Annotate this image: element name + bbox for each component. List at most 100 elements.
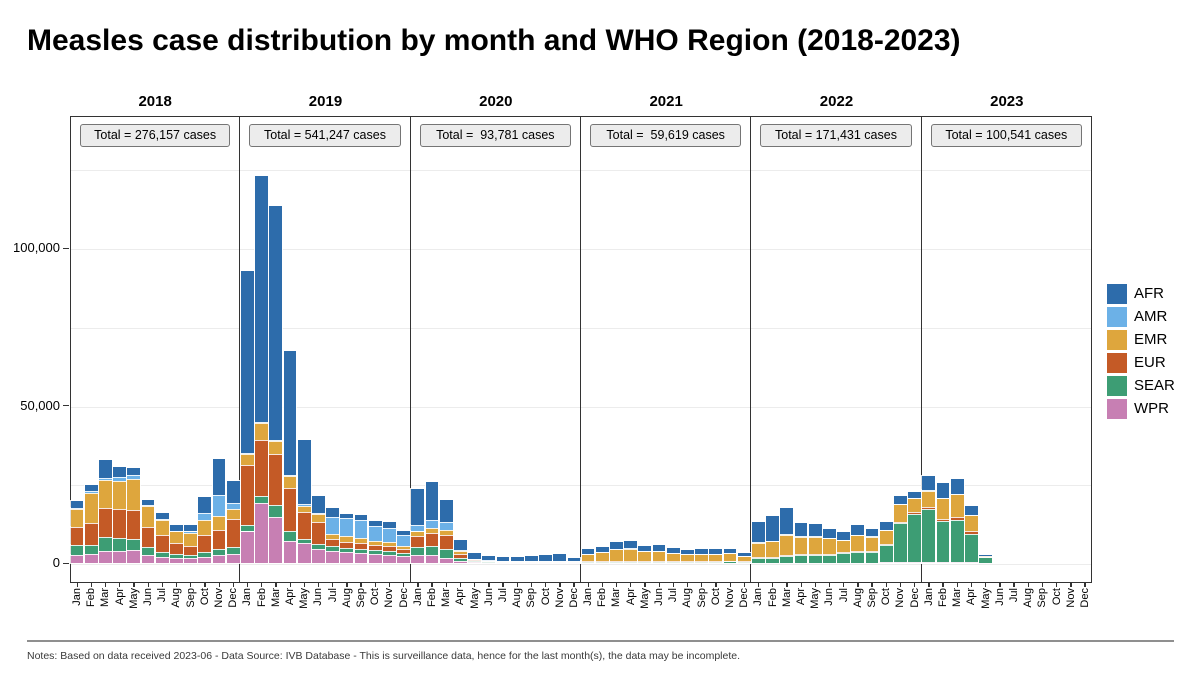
- bar-segment-2018-Jan-EUR: [69, 526, 85, 547]
- month-tick: [403, 583, 405, 587]
- month-label: Sep: [865, 588, 878, 608]
- bar-segment-2019-Jun-AFR: [311, 495, 326, 515]
- bar-segment-2018-May-EMR: [126, 477, 142, 511]
- bar-segment-2023-Apr-EUR: [963, 530, 979, 536]
- bar-segment-2022-May-EMR: [807, 535, 823, 555]
- bar-segment-2023-Apr-SEAR: [963, 533, 979, 564]
- bar-segment-2022-Jul-AFR: [836, 531, 851, 541]
- bar-segment-2020-Oct-EMR: [538, 560, 553, 563]
- bar-segment-2022-May-AFR: [807, 522, 823, 538]
- bar-segment-2019-Jan-SEAR: [240, 523, 255, 533]
- bar-segment-2021-Aug-SEAR: [680, 560, 695, 564]
- month-label: Jul: [326, 588, 339, 603]
- month-tick: [914, 583, 916, 587]
- bar-segment-2018-Jan-WPR: [69, 554, 85, 564]
- bar-segment-2018-Apr-EUR: [112, 508, 128, 540]
- bar-segment-2019-Nov-WPR: [381, 554, 397, 564]
- bar-segment-2021-Feb-EMR: [594, 551, 610, 563]
- bar-segment-2019-Sep-EMR: [353, 537, 369, 545]
- bar-segment-2022-Mar-SEAR: [779, 555, 795, 564]
- bar-segment-2018-Mar-AMR: [98, 476, 113, 481]
- bar-segment-2020-Feb-WPR: [424, 554, 440, 564]
- chart-title: Measles case distribution by month and W…: [27, 24, 961, 57]
- month-tick: [857, 583, 859, 587]
- month-label: Jan: [71, 588, 84, 606]
- bar-segment-2022-Aug-SEAR: [850, 550, 866, 564]
- bar-segment-2018-Feb-AFR: [83, 484, 99, 493]
- bar-segment-2021-Jan-AFR: [580, 548, 596, 555]
- month-tick: [899, 583, 902, 587]
- bar-segment-2022-Jul-EUR: [836, 551, 851, 555]
- bar-segment-2018-Dec-AFR: [225, 480, 241, 505]
- bar-segment-2020-Feb-EUR: [424, 532, 440, 547]
- month-label: Mar: [951, 588, 964, 607]
- bar-segment-2021-Mar-EUR: [609, 560, 624, 563]
- month-label: Dec: [227, 588, 240, 608]
- y-axis-tick-label: 0: [52, 555, 60, 570]
- month-label: Jun: [823, 588, 836, 606]
- bar-segment-2020-Aug-EMR: [509, 560, 525, 563]
- bar-segment-2021-Jun-AFR: [651, 544, 667, 553]
- gridline: [921, 485, 1091, 487]
- month-label: Sep: [525, 588, 538, 608]
- gridline: [240, 170, 410, 172]
- bar-segment-2023-Mar-SEAR: [949, 519, 965, 564]
- bar-segment-2019-Nov-SEAR: [381, 549, 397, 557]
- bar-segment-2019-Oct-SEAR: [367, 548, 383, 556]
- bar-segment-2018-Jan-SEAR: [69, 544, 85, 557]
- bar-segment-2023-Apr-WPR: [963, 561, 979, 564]
- bar-segment-2018-May-SEAR: [126, 537, 142, 551]
- bar-segment-2023-Feb-EMR: [935, 497, 951, 520]
- bar-segment-2020-Jun-EUR: [481, 560, 497, 563]
- month-tick: [672, 583, 675, 587]
- bar-segment-2018-Oct-EUR: [197, 533, 213, 553]
- bar-segment-2018-Jul-EUR: [154, 533, 170, 553]
- bar-segment-2018-Nov-EUR: [211, 528, 227, 550]
- bar-segment-2022-Jun-SEAR: [822, 553, 837, 564]
- month-label: Dec: [567, 588, 580, 608]
- bar-segment-2022-Nov-AFR: [892, 494, 908, 506]
- month-tick: [757, 583, 760, 587]
- bar-segment-2019-Apr-AMR: [282, 473, 298, 478]
- month-tick: [999, 583, 1001, 587]
- month-tick: [814, 583, 816, 587]
- bar-segment-2019-Nov-EUR: [381, 545, 397, 552]
- month-label: Jan: [241, 588, 254, 606]
- legend-swatch-afr: [1107, 284, 1127, 304]
- bar-segment-2018-Dec-SEAR: [225, 546, 241, 555]
- bar-segment-2020-May-WPR: [467, 561, 482, 564]
- bar-segment-2019-Apr-EUR: [282, 487, 298, 533]
- gridline: [921, 249, 1091, 250]
- facet-total-badge: Total = 59,619 cases: [590, 124, 742, 147]
- gridline: [751, 485, 921, 487]
- bar-segment-2018-Apr-AFR: [112, 466, 128, 479]
- facet-panel-2022: Total = 171,431 cases: [751, 116, 922, 583]
- bar-segment-2020-Apr-AFR: [452, 539, 468, 551]
- bar-segment-2022-Mar-AFR: [779, 506, 795, 536]
- bar-segment-2020-Apr-SEAR: [452, 557, 468, 563]
- bar-segment-2023-Jan-SEAR: [921, 507, 937, 564]
- bar-segment-2021-Mar-SEAR: [609, 560, 624, 565]
- bar-segment-2019-May-AFR: [296, 438, 312, 506]
- bar-segment-2021-Dec-AFR: [736, 551, 752, 557]
- month-tick: [275, 583, 277, 587]
- bar-segment-2019-Jul-EMR: [325, 533, 340, 540]
- month-tick: [445, 583, 447, 587]
- bar-segment-2020-Nov-AFR: [552, 553, 568, 562]
- facet-total-badge: Total = 541,247 cases: [249, 124, 401, 147]
- bar-segment-2021-Nov-EMR: [722, 552, 738, 562]
- bar-segment-2022-Apr-EUR: [793, 552, 809, 556]
- bar-segment-2021-Jul-AFR: [665, 546, 681, 554]
- bar-segment-2021-May-SEAR: [637, 560, 653, 564]
- bar-segment-2020-Apr-EMR: [452, 550, 468, 555]
- bar-segment-2019-Jul-EUR: [325, 537, 340, 548]
- month-label: Aug: [1022, 588, 1035, 608]
- bar-segment-2019-Jul-SEAR: [325, 545, 340, 552]
- bar-segment-2018-Apr-AMR: [112, 476, 128, 483]
- bar-segment-2022-Sep-SEAR: [864, 550, 880, 564]
- bar-segment-2019-Jan-WPR: [240, 530, 255, 564]
- month-tick: [133, 583, 135, 587]
- month-tick: [459, 583, 462, 587]
- bar-segment-2021-Sep-EMR: [694, 552, 710, 563]
